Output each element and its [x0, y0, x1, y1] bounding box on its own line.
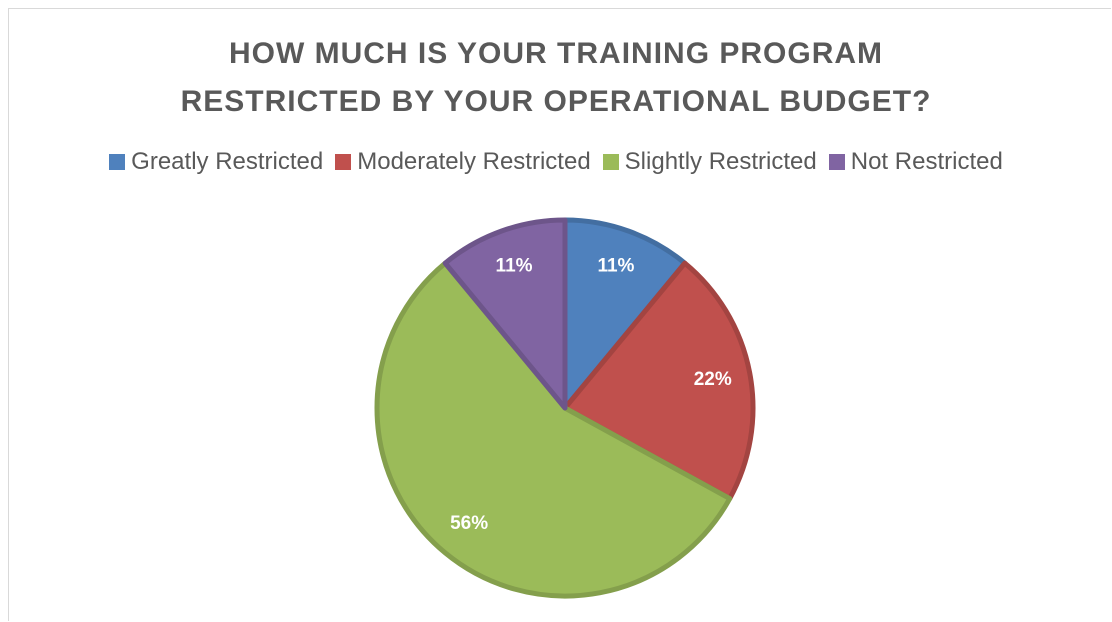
legend-item: Moderately Restricted [335, 148, 591, 176]
data-label: 56% [450, 513, 488, 534]
legend-swatch [602, 154, 619, 170]
legend-label: Not Restricted [850, 148, 1003, 175]
data-label: 22% [694, 369, 732, 390]
legend-item: Slightly Restricted [602, 148, 817, 176]
chart-frame [8, 8, 1111, 621]
pie-slice [562, 260, 756, 502]
data-label: 11% [496, 256, 533, 277]
legend-item: Greatly Restricted [109, 148, 323, 176]
data-label: 11% [597, 256, 634, 277]
legend-label: Moderately Restricted [357, 148, 591, 175]
chart-title: HOW MUCH IS YOUR TRAINING PROGRAM RESTRI… [180, 37, 932, 118]
legend-swatch [335, 154, 352, 170]
legend: Greatly Restricted Moderately Restricted S… [0, 148, 1112, 176]
pie-slice [442, 217, 568, 411]
legend-label: Greatly Restricted [131, 148, 324, 175]
pie-slice [562, 217, 688, 411]
title-box: HOW MUCH IS YOUR TRAINING PROGRAM RESTRI… [0, 30, 1112, 126]
legend-swatch [828, 154, 845, 170]
legend-label: Slightly Restricted [624, 148, 817, 175]
legend-item: Not Restricted [828, 148, 1003, 176]
legend-swatch [109, 154, 126, 170]
pie-slice [374, 260, 733, 599]
